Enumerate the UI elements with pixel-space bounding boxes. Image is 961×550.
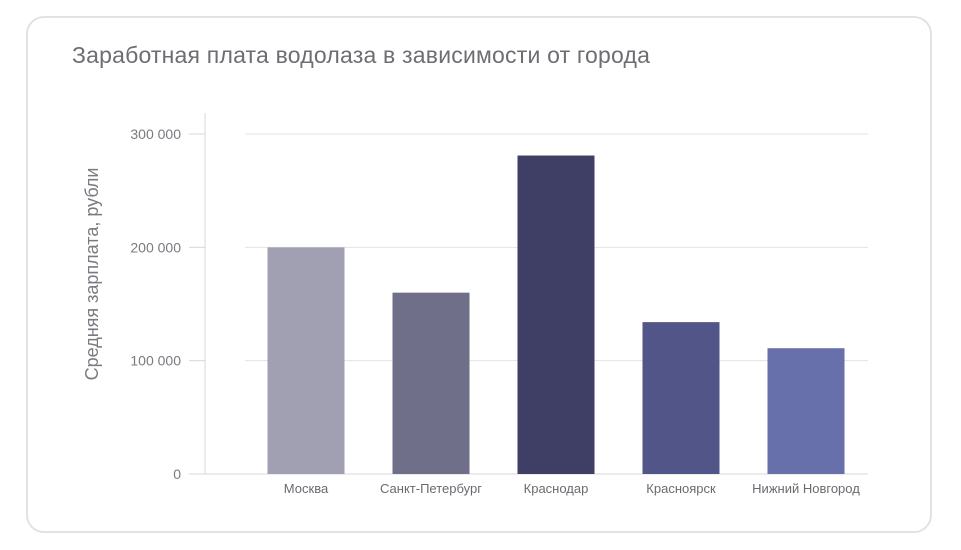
y-tick-label: 200 000 — [130, 239, 181, 255]
x-tick-label: Краснодар — [524, 481, 589, 496]
x-tick-label: Красноярск — [646, 481, 716, 496]
y-tick-label: 300 000 — [130, 126, 181, 142]
bar — [267, 247, 345, 474]
y-tick-label: 0 — [173, 466, 181, 482]
bar — [642, 322, 720, 474]
y-tick-labels: 0 100 000 200 000 300 000 — [130, 126, 181, 482]
bars — [267, 155, 845, 475]
x-tick-label: Москва — [284, 481, 329, 496]
y-tick-label: 100 000 — [130, 353, 181, 369]
x-tick-label: Нижний Новгород — [752, 481, 860, 496]
bar — [517, 155, 595, 475]
bar — [767, 348, 845, 474]
bar — [392, 292, 470, 474]
x-tick-labels: Москва Санкт-Петербург Краснодар Красноярск… — [284, 481, 860, 496]
x-tick-label: Санкт-Петербург — [380, 481, 482, 496]
chart-title: Заработная плата водолаза в зависимости … — [72, 42, 651, 68]
y-axis-title: Средняя зарплата, рубли — [82, 168, 102, 381]
